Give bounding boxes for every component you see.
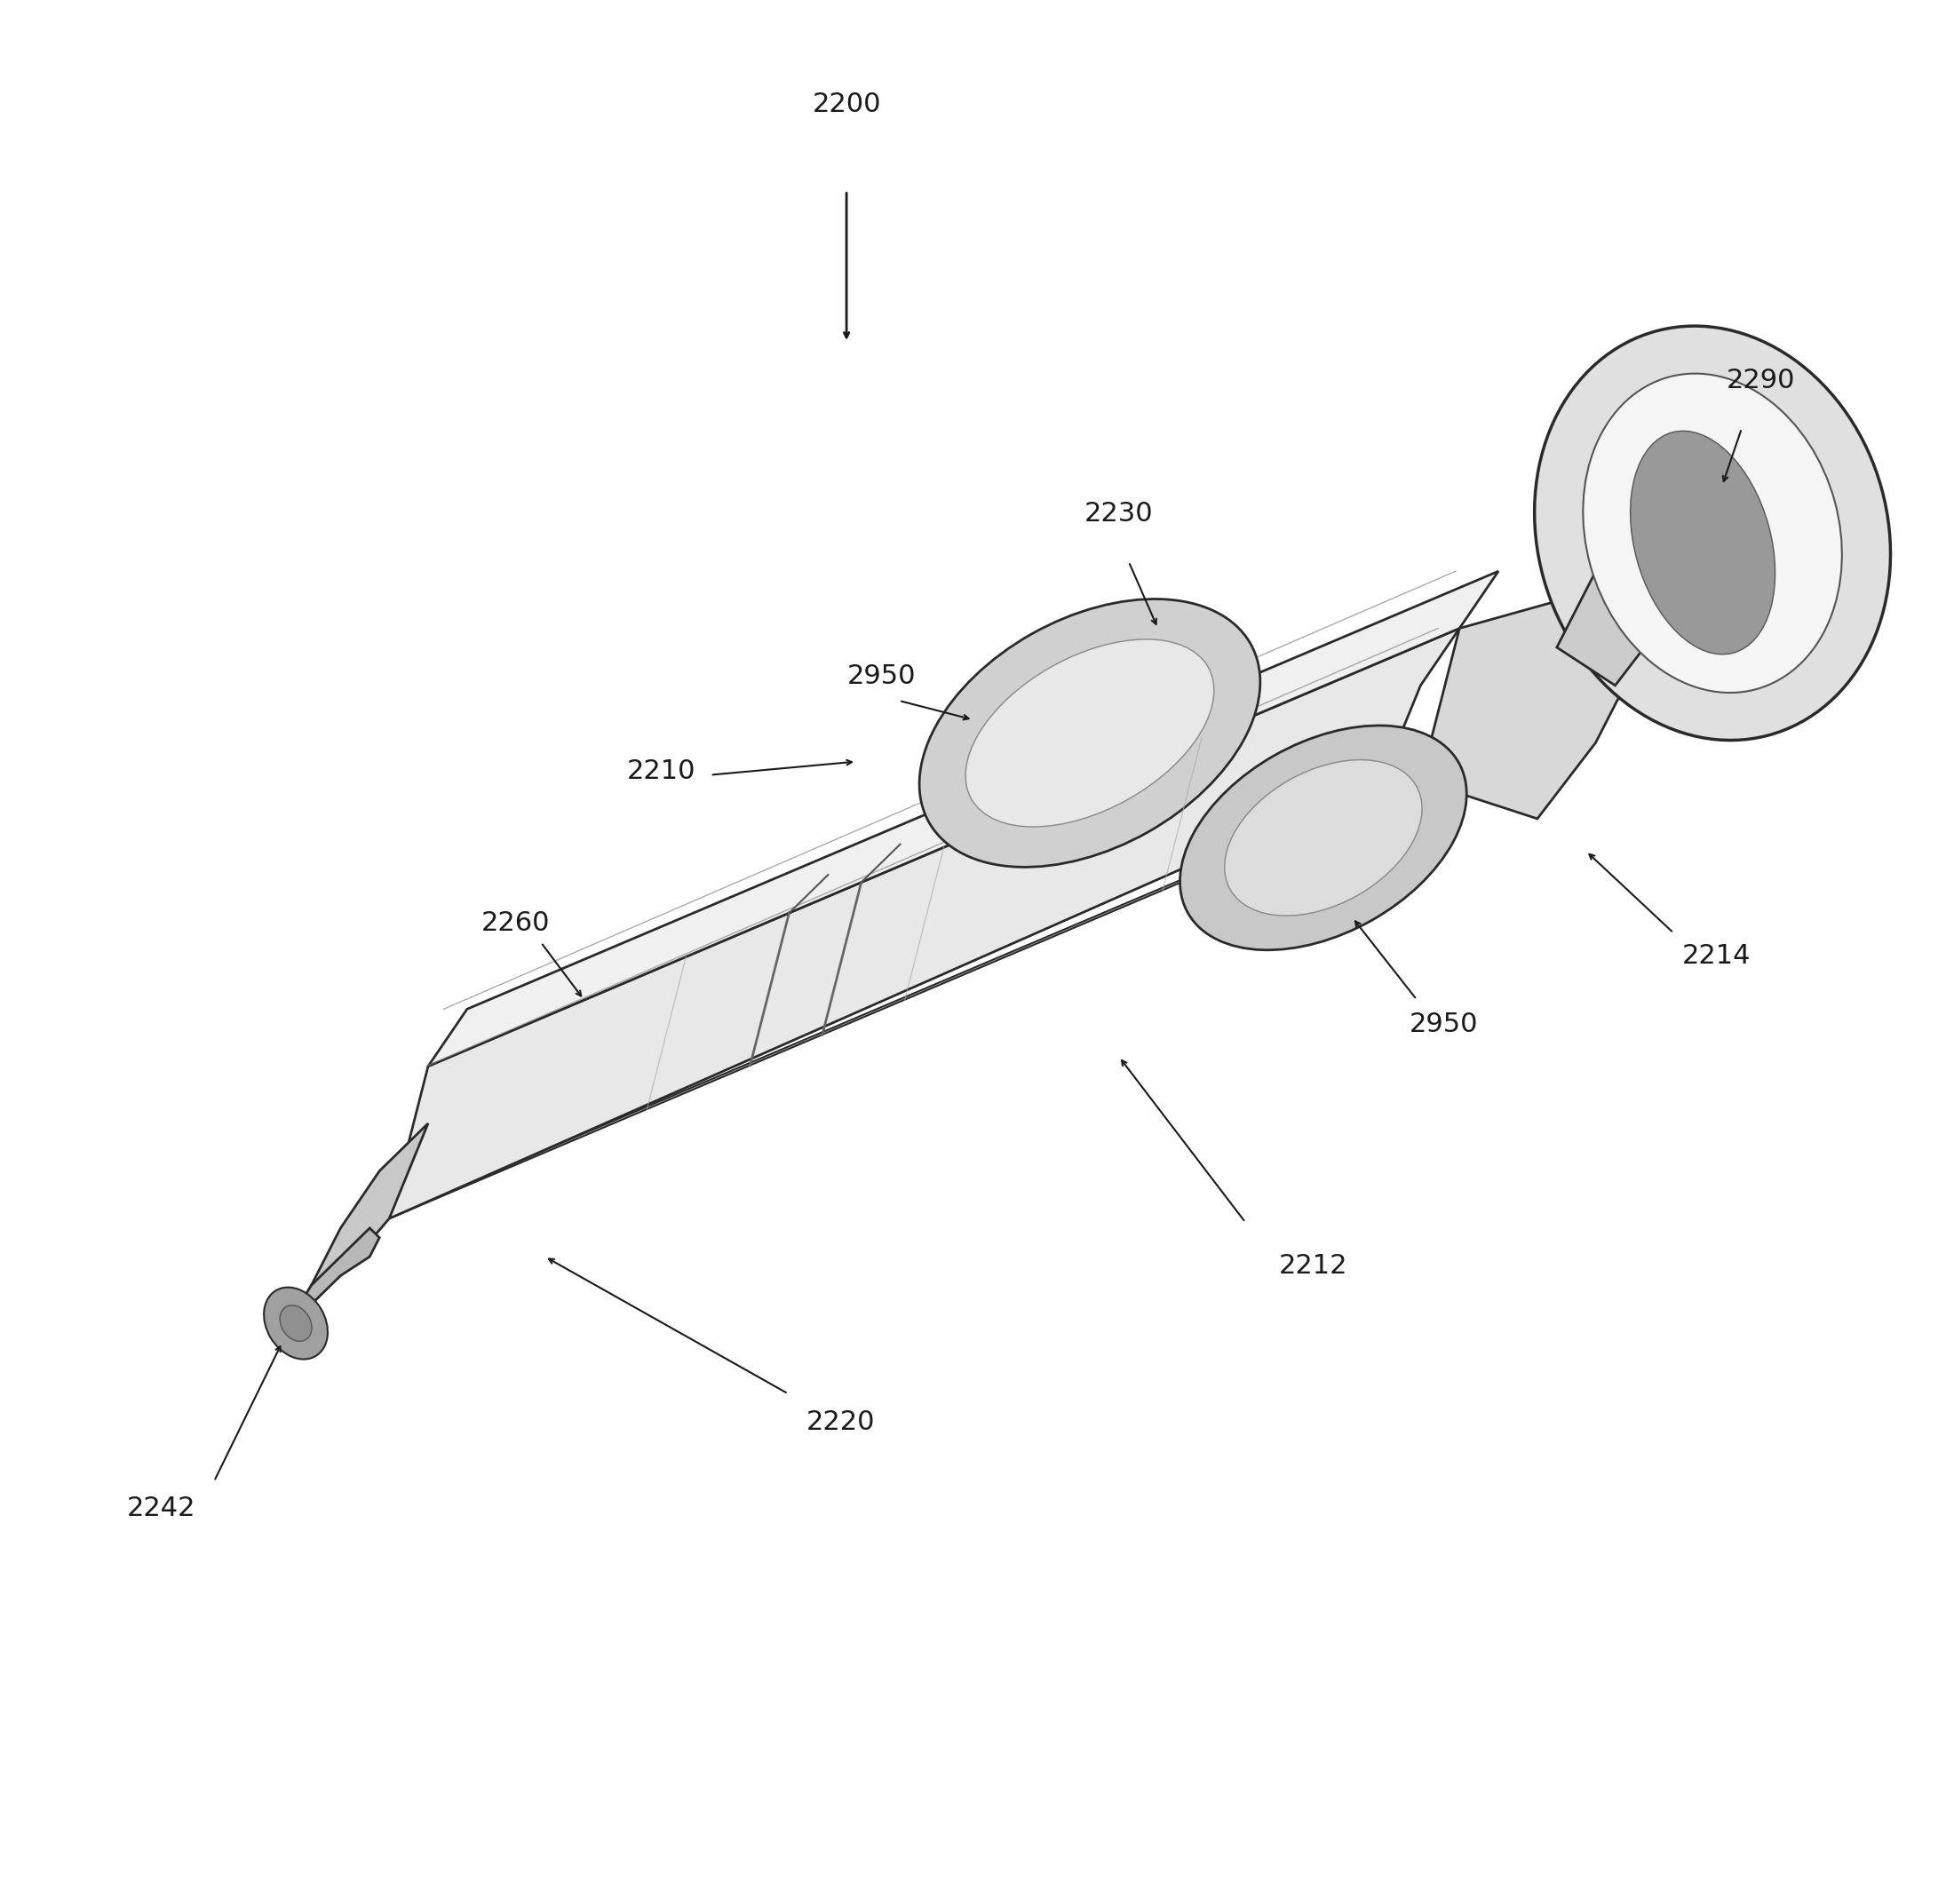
Text: 2950: 2950 bbox=[847, 663, 917, 689]
Ellipse shape bbox=[1535, 326, 1890, 741]
Polygon shape bbox=[1421, 590, 1635, 819]
Text: 2220: 2220 bbox=[806, 1409, 876, 1436]
Polygon shape bbox=[1557, 495, 1712, 685]
Text: 2260: 2260 bbox=[481, 910, 551, 937]
Polygon shape bbox=[389, 628, 1460, 1219]
Text: 2230: 2230 bbox=[1084, 501, 1154, 527]
Polygon shape bbox=[428, 571, 1498, 1066]
Ellipse shape bbox=[1179, 725, 1467, 950]
Text: 2242: 2242 bbox=[126, 1495, 197, 1521]
Text: 2200: 2200 bbox=[811, 91, 882, 118]
Polygon shape bbox=[282, 1228, 379, 1333]
Text: 2210: 2210 bbox=[627, 758, 697, 784]
Ellipse shape bbox=[280, 1306, 311, 1340]
Ellipse shape bbox=[1631, 430, 1775, 655]
Polygon shape bbox=[302, 1123, 428, 1304]
Ellipse shape bbox=[965, 640, 1214, 826]
Ellipse shape bbox=[1582, 373, 1843, 693]
Ellipse shape bbox=[265, 1287, 327, 1359]
Text: 2214: 2214 bbox=[1681, 942, 1751, 969]
Text: 2950: 2950 bbox=[1409, 1011, 1479, 1038]
Polygon shape bbox=[389, 762, 1460, 1219]
Ellipse shape bbox=[1224, 760, 1423, 916]
Text: 2290: 2290 bbox=[1726, 367, 1796, 394]
Text: 2212: 2212 bbox=[1279, 1253, 1349, 1279]
Ellipse shape bbox=[919, 600, 1261, 866]
